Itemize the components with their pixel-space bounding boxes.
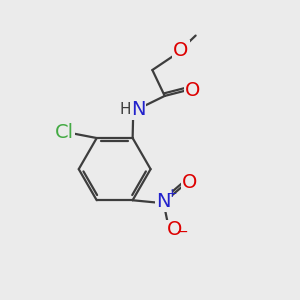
Text: O: O [185,80,201,100]
Text: H: H [119,102,131,117]
Text: O: O [167,220,182,239]
Text: N: N [156,192,171,211]
Text: N: N [131,100,146,119]
Text: O: O [182,173,198,192]
Text: +: + [167,187,177,200]
Text: −: − [176,225,188,239]
Text: O: O [173,41,189,60]
Text: Cl: Cl [55,123,74,142]
